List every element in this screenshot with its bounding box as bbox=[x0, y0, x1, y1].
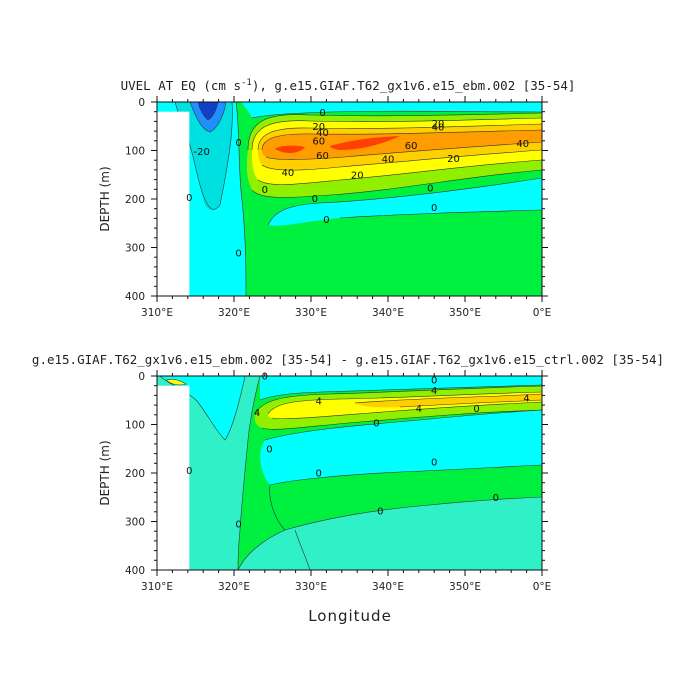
contour-label: 60 bbox=[312, 136, 325, 147]
x-tick-label: 0°E bbox=[533, 581, 552, 593]
contour-label: 4 bbox=[416, 404, 422, 415]
contour-label: 0 bbox=[431, 203, 437, 214]
lower-fill-deep-weak-negative bbox=[238, 497, 542, 570]
contour-label: 0 bbox=[373, 419, 379, 430]
lower-fill-coastal-blob bbox=[166, 379, 186, 385]
contour-label: 20 bbox=[447, 154, 460, 165]
contour-label: 0 bbox=[262, 372, 268, 383]
upper-fill-west-core bbox=[175, 102, 233, 211]
contour-label: 40 bbox=[432, 123, 445, 134]
contour-label: 0 bbox=[319, 108, 325, 119]
x-tick-label: 320°E bbox=[218, 307, 250, 319]
contour-label: 20 bbox=[312, 122, 325, 133]
contour-label: 0 bbox=[473, 404, 479, 415]
contour-label: 0 bbox=[431, 375, 437, 386]
upper-fill-westward-max bbox=[198, 102, 218, 120]
contour-label: 0 bbox=[431, 457, 437, 468]
contour-label: 20 bbox=[351, 170, 364, 181]
upper-fill-cyan-band bbox=[268, 178, 542, 226]
y-tick-label: 400 bbox=[125, 291, 145, 303]
contour-label: 0 bbox=[312, 194, 318, 205]
lower-fill-mid-negative bbox=[260, 410, 542, 485]
contour-label: 4 bbox=[254, 408, 260, 419]
x-tick-label: 310°E bbox=[141, 581, 173, 593]
x-tick-label: 340°E bbox=[372, 307, 404, 319]
contour-label: 40 bbox=[516, 139, 529, 150]
contour-label: 0 bbox=[316, 469, 322, 480]
lower-ylabel: DEPTH (m) bbox=[98, 440, 112, 505]
contour-label: 60 bbox=[405, 141, 418, 152]
x-tick-label: 330°E bbox=[295, 581, 327, 593]
y-tick-label: 100 bbox=[125, 146, 145, 158]
lower-panel-title: g.e15.GIAF.T62_gx1v6.e15_ebm.002 [35-54]… bbox=[32, 352, 664, 367]
contour-label: 0 bbox=[493, 493, 499, 504]
contour-label: 40 bbox=[316, 128, 329, 139]
upper-fill-undercurrent-core-east bbox=[330, 136, 400, 150]
lower-land-mask bbox=[157, 385, 190, 570]
x-axis-label: Longitude bbox=[308, 607, 392, 625]
x-tick-label: 0°E bbox=[533, 307, 552, 319]
x-tick-label: 350°E bbox=[449, 307, 481, 319]
contour-label: 0 bbox=[427, 183, 433, 194]
y-tick-label: 0 bbox=[138, 371, 145, 383]
x-tick-label: 340°E bbox=[372, 581, 404, 593]
y-tick-label: 100 bbox=[125, 420, 145, 432]
x-tick-label: 330°E bbox=[295, 307, 327, 319]
contour-label: 0 bbox=[186, 466, 192, 477]
contour-label: -20 bbox=[193, 147, 209, 158]
y-tick-label: 400 bbox=[125, 565, 145, 577]
upper-contour-fill bbox=[157, 102, 542, 296]
contour-label: 60 bbox=[316, 151, 329, 162]
upper-land-mask bbox=[157, 111, 190, 296]
upper-panel-title: UVEL AT EQ (cm s-1), g.e15.GIAF.T62_gx1v… bbox=[121, 78, 576, 93]
lower-fill-surface-strip bbox=[260, 376, 542, 400]
y-tick-label: 200 bbox=[125, 468, 145, 480]
contour-label: 0 bbox=[235, 248, 241, 259]
contour-label: 0 bbox=[262, 185, 268, 196]
upper-fill-undercurrent-core-west bbox=[275, 145, 305, 153]
lower-fill-surface-negative bbox=[160, 376, 245, 440]
lower-contour-fill bbox=[157, 376, 542, 570]
contour-label: 20 bbox=[432, 119, 445, 130]
lower-fill-positive-6 bbox=[355, 394, 542, 408]
contour-label: 0 bbox=[323, 215, 329, 226]
contour-label: 40 bbox=[282, 168, 295, 179]
upper-contour-lines bbox=[174, 102, 542, 296]
contour-label: 0 bbox=[266, 444, 272, 455]
upper-fill-surface-cyan bbox=[240, 102, 542, 118]
y-tick-label: 300 bbox=[125, 243, 145, 255]
lower-fill-mid-positive bbox=[269, 465, 542, 530]
x-tick-label: 320°E bbox=[218, 581, 250, 593]
contour-label: 0 bbox=[235, 519, 241, 530]
y-tick-label: 0 bbox=[138, 97, 145, 109]
contour-label: 4 bbox=[431, 386, 437, 397]
y-tick-label: 200 bbox=[125, 194, 145, 206]
upper-fill-undercurrent-60 bbox=[262, 130, 542, 160]
contour-label: 4 bbox=[316, 397, 322, 408]
upper-panel: UVEL AT EQ (cm s-1), g.e15.GIAF.T62_gx1v… bbox=[98, 78, 575, 319]
x-tick-label: 350°E bbox=[449, 581, 481, 593]
contour-label: 0 bbox=[377, 506, 383, 517]
lower-panel: g.e15.GIAF.T62_gx1v6.e15_ebm.002 [35-54]… bbox=[32, 352, 664, 593]
contour-label: 4 bbox=[523, 393, 529, 404]
y-tick-label: 300 bbox=[125, 517, 145, 529]
contour-label: 40 bbox=[382, 155, 395, 166]
contour-label: 0 bbox=[186, 193, 192, 204]
contour-label: 0 bbox=[235, 138, 241, 149]
x-tick-label: 310°E bbox=[141, 307, 173, 319]
upper-axes: 310°E 320°E 330°E 340°E 350°E 0°E010020030040… bbox=[125, 96, 551, 319]
upper-ylabel: DEPTH (m) bbox=[98, 166, 112, 231]
lower-axes: 310°E 320°E 330°E 340°E 350°E 0°E010020030040… bbox=[125, 370, 551, 593]
